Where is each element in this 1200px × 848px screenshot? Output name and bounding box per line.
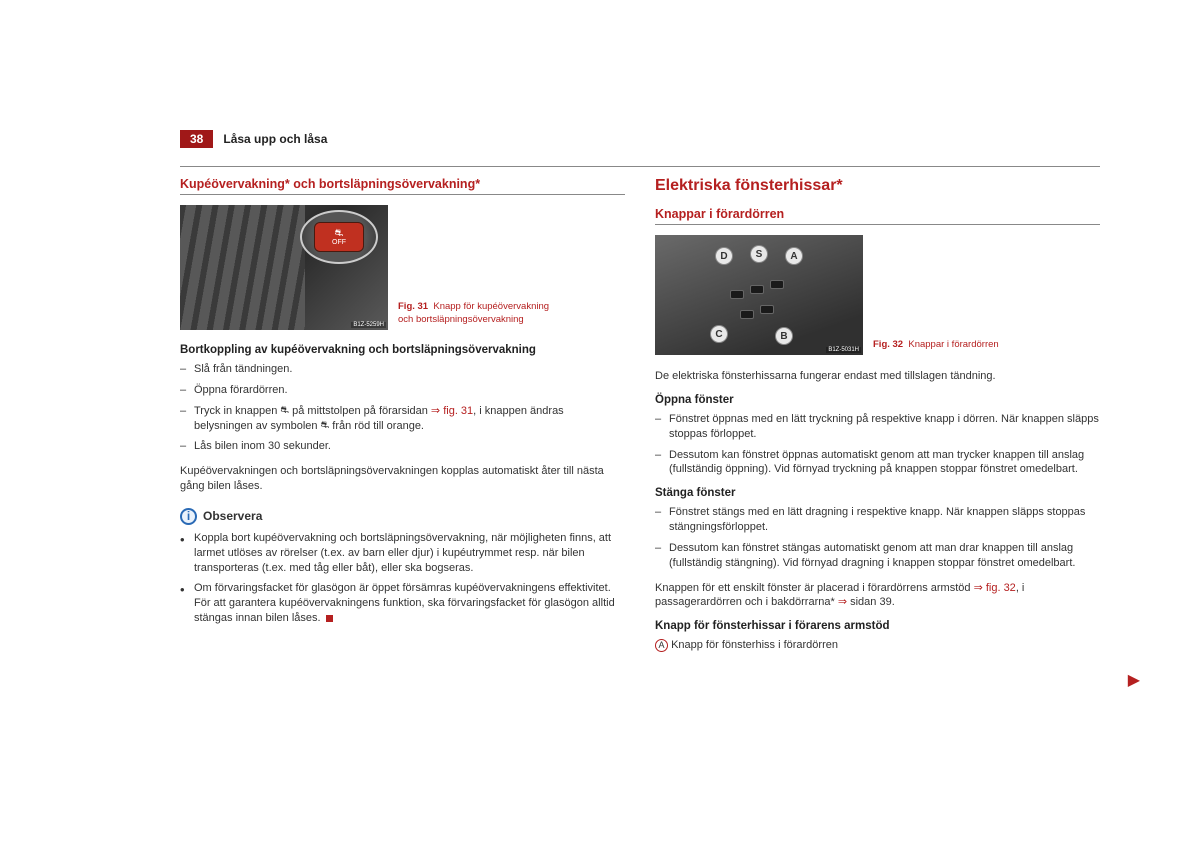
list-item: Fönstret stängs med en lätt dragning i r… [655, 505, 1100, 535]
page-header: 38 Låsa upp och låsa [180, 130, 1100, 148]
running-title: Låsa upp och låsa [223, 132, 1100, 146]
off-button-icon: ⛐ OFF [314, 222, 364, 252]
info-icon: i [180, 508, 197, 525]
left-bold-heading: Bortkoppling av kupéövervakning och bort… [180, 344, 625, 356]
left-subheading: Kupéövervakning* och bortsläpningsöverva… [180, 177, 625, 195]
placement-text: Knappen för ett enskilt fönster är place… [655, 581, 1100, 611]
header-rule [180, 166, 1100, 167]
figure-label-a: A [785, 247, 803, 265]
figure-32-row: D S A C B B1Z-5031H Fig. 32 Knappar i fö… [655, 235, 1100, 355]
figure-label-b: B [775, 327, 793, 345]
figure-32-code: B1Z-5031H [826, 347, 861, 353]
right-section-title: Elektriska fönsterhissar* [655, 177, 1100, 195]
armrest-title: Knapp för fönsterhissar i förarens armst… [655, 620, 1100, 632]
figure-31-row: ⛐ OFF B1Z-5259H Fig. 31 Knapp för kupéöv… [180, 205, 625, 330]
list-item: Lås bilen inom 30 sekunder. [180, 439, 625, 454]
right-intro: De elektriska fönsterhissarna fungerar e… [655, 369, 1100, 384]
left-paragraph: Kupéövervakningen och bortsläpningsöverv… [180, 464, 625, 494]
figure-label-s: S [750, 245, 768, 263]
note-header: i Observera [180, 508, 625, 525]
close-list: Fönstret stängs med en lätt dragning i r… [655, 505, 1100, 570]
content-columns: Kupéövervakning* och bortsläpningsöverva… [180, 177, 1100, 663]
figure-label-c: C [710, 325, 728, 343]
list-item: Om förvaringsfacket för glasögon är öppe… [180, 581, 625, 626]
right-column: Elektriska fönsterhissar* Knappar i föra… [655, 177, 1100, 663]
figure-31-caption: Fig. 31 Knapp för kupéövervakning och bo… [398, 301, 558, 330]
figure-32-image: D S A C B B1Z-5031H [655, 235, 863, 355]
note-list: Koppla bort kupéövervakning och bortsläp… [180, 531, 625, 626]
end-marker-icon [326, 615, 333, 622]
figure-31-code: B1Z-5259H [351, 322, 386, 328]
armrest-item: A Knapp för fönsterhiss i förardörren [655, 638, 1100, 653]
open-title: Öppna fönster [655, 394, 1100, 406]
figure-32-caption: Fig. 32 Knappar i förardörren [873, 339, 999, 355]
list-item: Tryck in knappen ⛐ på mittstolpen på för… [180, 404, 625, 434]
list-item: Koppla bort kupéövervakning och bortsläp… [180, 531, 625, 576]
open-list: Fönstret öppnas med en lätt tryckning på… [655, 412, 1100, 477]
circled-letter-a: A [655, 639, 668, 652]
figure-31-image: ⛐ OFF B1Z-5259H [180, 205, 388, 330]
note-title: Observera [203, 509, 262, 523]
left-column: Kupéövervakning* och bortsläpningsöverva… [180, 177, 625, 663]
list-item: Slå från tändningen. [180, 362, 625, 377]
list-item: Öppna förardörren. [180, 383, 625, 398]
manual-page: 38 Låsa upp och låsa Kupéövervakning* oc… [0, 0, 1200, 703]
list-item: Dessutom kan fönstret stängas automatisk… [655, 541, 1100, 571]
close-title: Stänga fönster [655, 487, 1100, 499]
continue-arrow-icon: ▶ [1128, 670, 1140, 690]
page-number: 38 [180, 130, 213, 148]
list-item: Dessutom kan fönstret öppnas automatiskt… [655, 448, 1100, 478]
right-subheading: Knappar i förardörren [655, 207, 1100, 225]
list-item: Fönstret öppnas med en lätt tryckning på… [655, 412, 1100, 442]
left-steps-list: Slå från tändningen. Öppna förardörren. … [180, 362, 625, 454]
figure-label-d: D [715, 247, 733, 265]
